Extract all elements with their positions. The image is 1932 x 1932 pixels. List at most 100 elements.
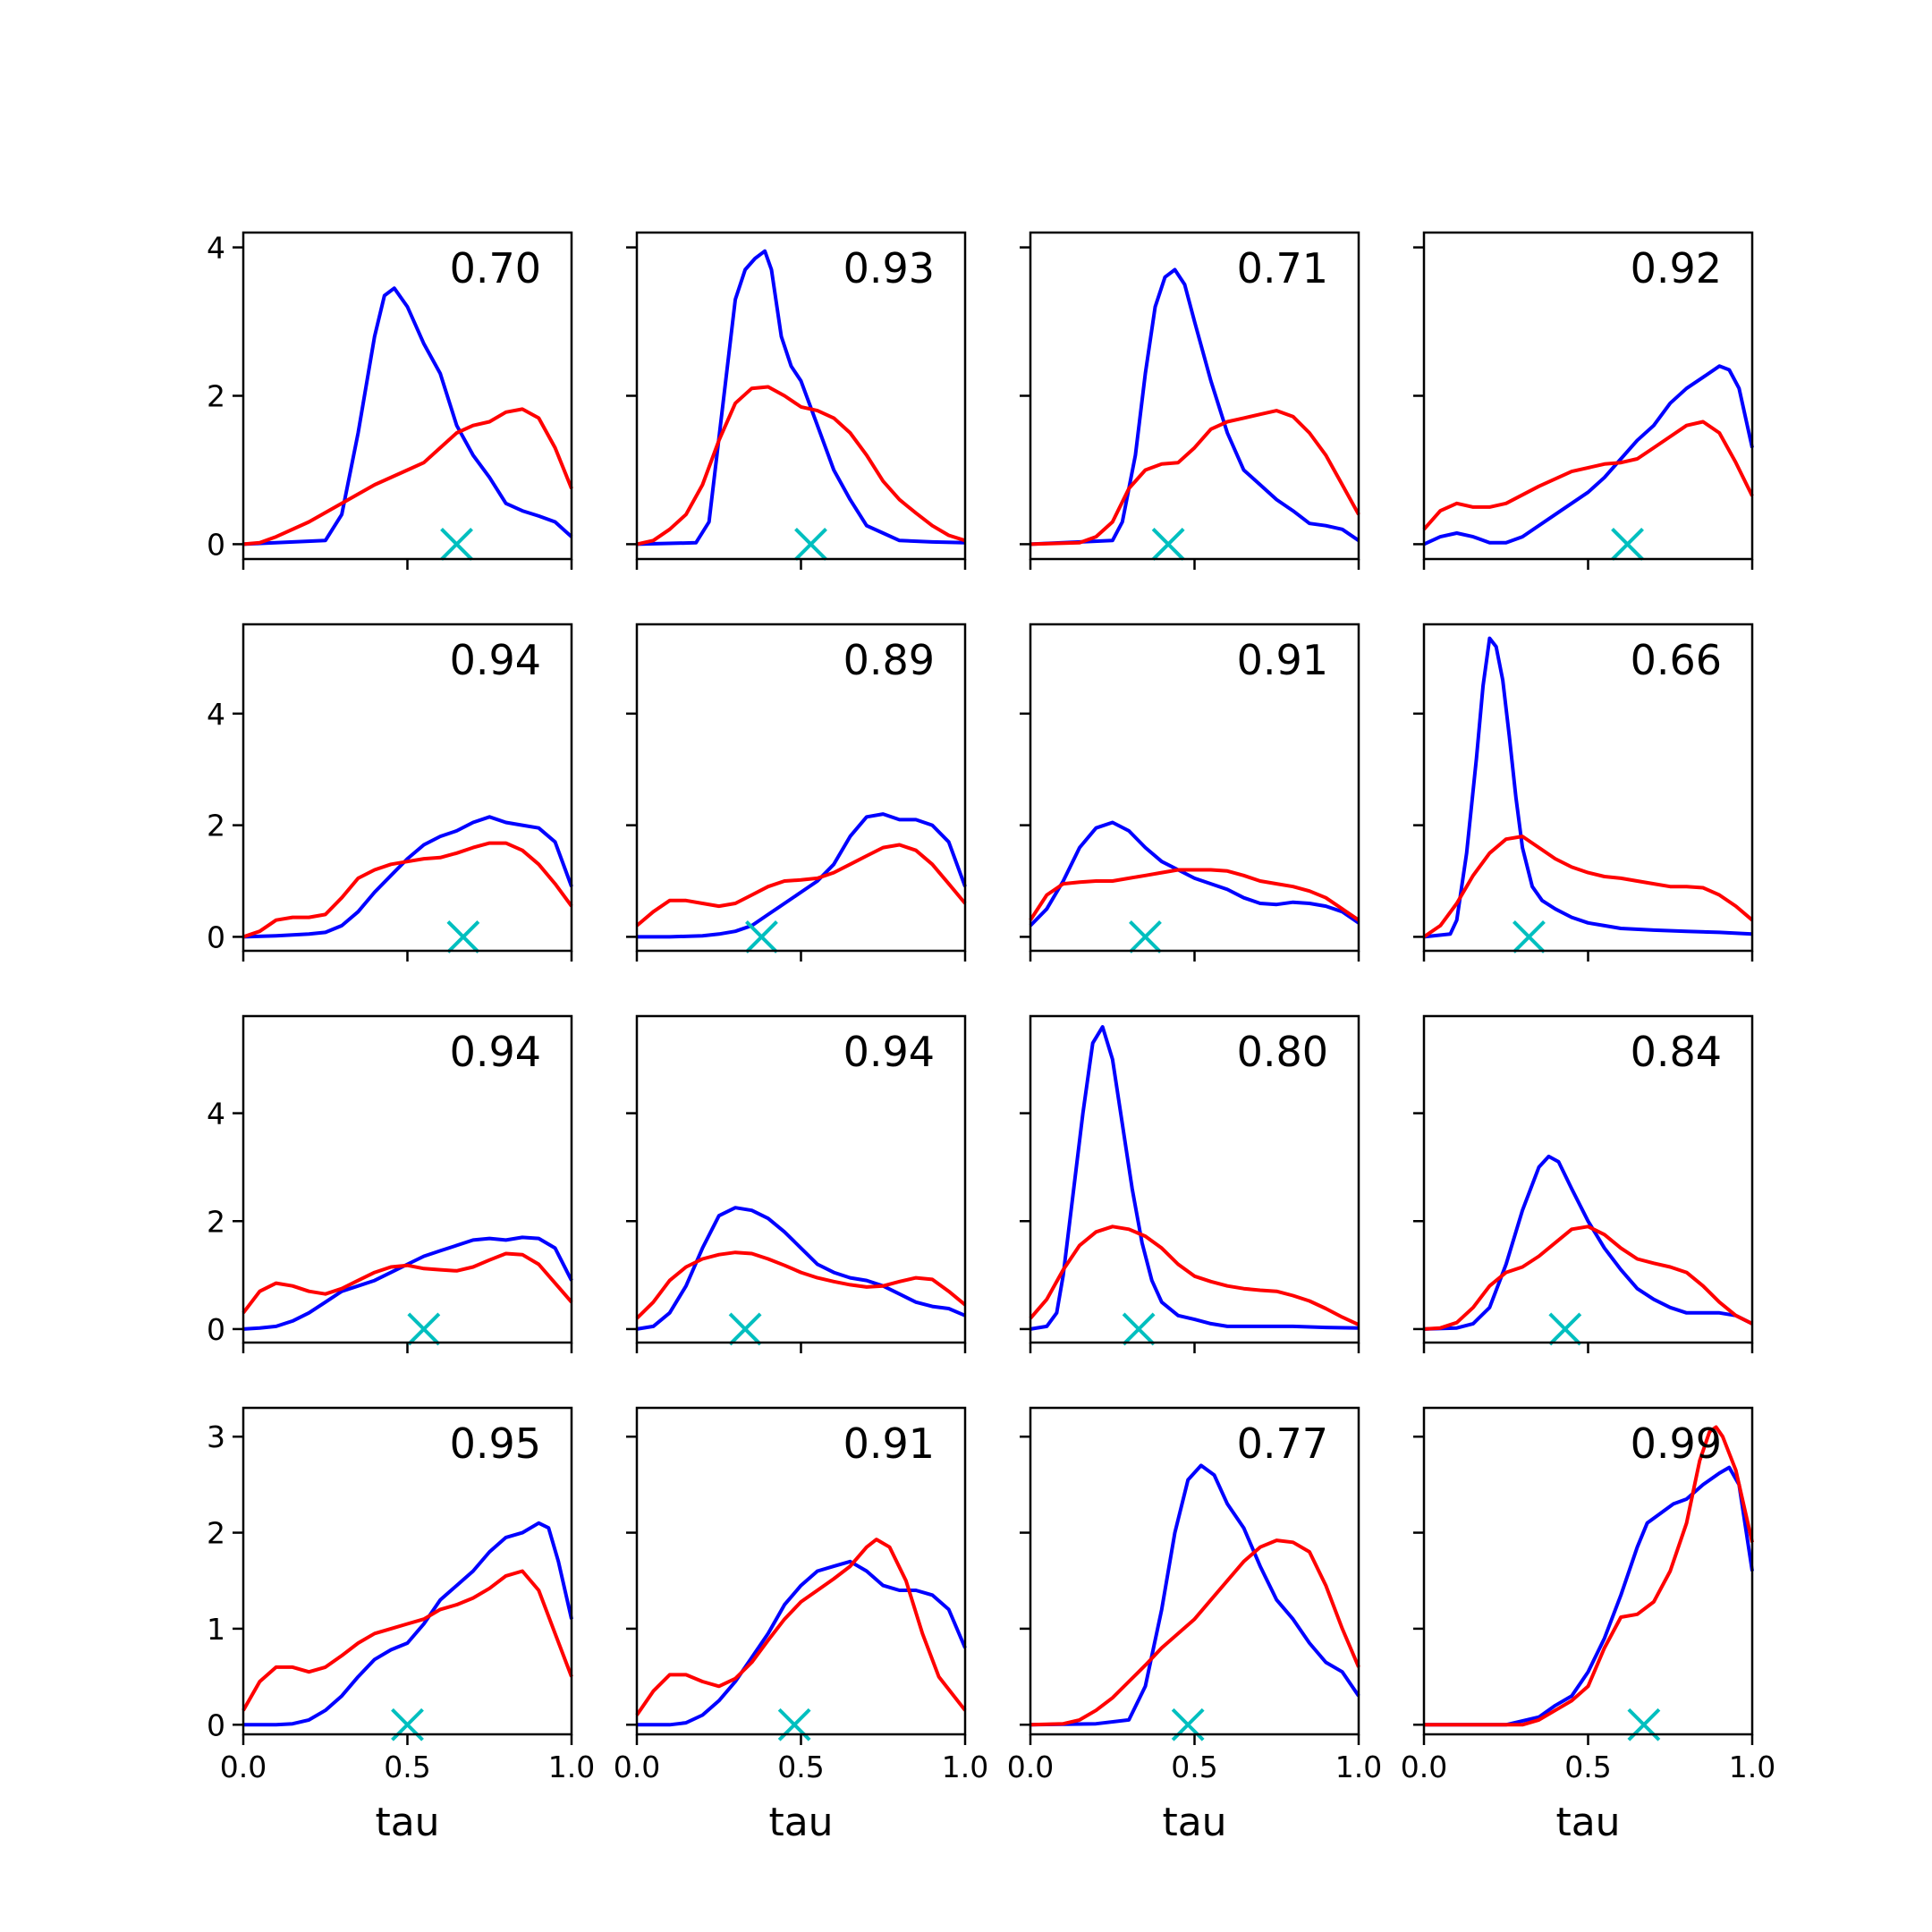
panel-value-label: 0.80 (1237, 1028, 1328, 1076)
panel-value-label: 0.89 (843, 636, 935, 684)
series-line-blue (637, 812, 967, 939)
series-line-blue (242, 1235, 573, 1331)
series-line-blue (1030, 1463, 1360, 1727)
panel-value-label: 0.71 (1237, 244, 1328, 292)
y-tick-label: 0 (207, 919, 225, 954)
series-line-blue (1029, 820, 1360, 928)
x-tick-label: 0.5 (384, 1750, 430, 1784)
y-tick-label: 0 (207, 1707, 225, 1742)
x-marker-stroke (1611, 527, 1644, 561)
x-tick-label: 0.0 (1401, 1750, 1447, 1784)
panel-frame (635, 1014, 967, 1344)
y-tick-label: 4 (207, 231, 225, 266)
panel-frame (1029, 1406, 1360, 1736)
panel-frame (635, 1406, 967, 1736)
series-line-blue (1423, 636, 1753, 939)
x-tick-label: 1.0 (942, 1750, 988, 1784)
x-marker (745, 919, 778, 953)
y-tick-label: 2 (207, 1204, 225, 1239)
panel-7: 0.91 (1020, 623, 1360, 962)
panel-frame (242, 623, 573, 953)
y-tick-label: 2 (207, 809, 225, 843)
panel-9: 0 2 4 0.94 (207, 1014, 573, 1353)
panel-12: 0.84 (1413, 1014, 1754, 1353)
panel-10: 0.94 (626, 1014, 967, 1353)
series-line-red (1029, 868, 1360, 922)
panel-value-label: 0.94 (843, 1028, 935, 1076)
x-axis-title: tau (1555, 1800, 1620, 1845)
panel-value-label: 0.91 (843, 1419, 935, 1468)
panel-value-label: 0.70 (450, 244, 541, 292)
x-marker (728, 1312, 762, 1346)
series-line-red (1423, 1224, 1753, 1331)
x-tick-label: 1.0 (1335, 1750, 1382, 1784)
series-line-blue (1030, 1025, 1360, 1331)
panel-value-label: 0.91 (1237, 636, 1328, 684)
y-tick-label: 3 (207, 1419, 225, 1454)
x-marker-stroke (728, 1312, 762, 1346)
panel-5: 0 2 4 0.94 (207, 623, 573, 962)
x-tick-label: 0.0 (220, 1750, 267, 1784)
panel-frame (242, 231, 573, 561)
x-tick-label: 0.0 (1007, 1750, 1054, 1784)
x-axis-title: tau (375, 1800, 439, 1845)
x-marker-stroke (794, 527, 827, 561)
x-marker-stroke (407, 1312, 441, 1346)
series-line-red (242, 841, 573, 939)
panel-frame (1422, 1014, 1754, 1344)
panel-value-label: 0.92 (1631, 244, 1722, 292)
x-marker (440, 527, 473, 561)
series-line-red (1029, 1224, 1360, 1326)
y-tick-label: 0 (207, 1312, 225, 1347)
panel-frame (1422, 231, 1754, 561)
x-marker (1611, 527, 1644, 561)
panel-frame (1422, 1406, 1754, 1736)
x-marker-stroke (446, 919, 480, 953)
series-line-blue (1423, 364, 1754, 547)
series-line-blue (637, 1559, 967, 1727)
y-tick-label: 2 (207, 1516, 225, 1551)
panel-frame (242, 1406, 573, 1736)
panel-13: 0 1 2 3 0.0 0.5 1.0 0.95 tau (207, 1406, 595, 1845)
x-marker-stroke (1513, 919, 1546, 953)
series-line-blue (1030, 267, 1360, 547)
x-marker-stroke (440, 527, 473, 561)
panel-4: 0.92 (1413, 231, 1754, 570)
x-marker (1151, 527, 1185, 561)
series-line-red (242, 407, 573, 547)
series-line-blue (1423, 1154, 1753, 1331)
panel-frame (1029, 1014, 1360, 1344)
x-marker (1129, 919, 1162, 953)
x-marker (446, 919, 480, 953)
panel-frame (1029, 623, 1360, 953)
series-line-red (1030, 1538, 1360, 1727)
panel-frame (635, 623, 967, 953)
x-marker-stroke (1122, 1312, 1156, 1346)
x-marker-stroke (745, 919, 778, 953)
x-axis-title: tau (768, 1800, 833, 1845)
series-line-red (1422, 835, 1754, 939)
x-tick-label: 0.5 (1564, 1750, 1611, 1784)
series-line-blue (1424, 1465, 1754, 1727)
y-tick-label: 4 (207, 1097, 225, 1131)
series-line-red (1030, 409, 1360, 547)
x-tick-label: 1.0 (1729, 1750, 1775, 1784)
y-tick-label: 1 (207, 1612, 225, 1647)
x-marker-stroke (1151, 527, 1185, 561)
panel-value-label: 0.94 (450, 636, 541, 684)
series-line-red (242, 1251, 573, 1315)
series-line-blue (243, 1521, 573, 1727)
x-tick-label: 1.0 (548, 1750, 595, 1784)
panel-frame (1422, 623, 1754, 953)
x-marker (794, 527, 827, 561)
series-line-blue (242, 815, 573, 939)
panel-6: 0.89 (626, 623, 967, 962)
panel-value-label: 0.99 (1631, 1419, 1722, 1468)
panel-14: 0.0 0.5 1.0 0.91 tau (614, 1406, 988, 1845)
panel-1: 0 2 4 0.70 (207, 231, 573, 570)
panel-value-label: 0.84 (1631, 1028, 1722, 1076)
series-line-blue (242, 286, 573, 547)
series-line-red (636, 385, 966, 547)
series-line-red (1422, 419, 1754, 531)
